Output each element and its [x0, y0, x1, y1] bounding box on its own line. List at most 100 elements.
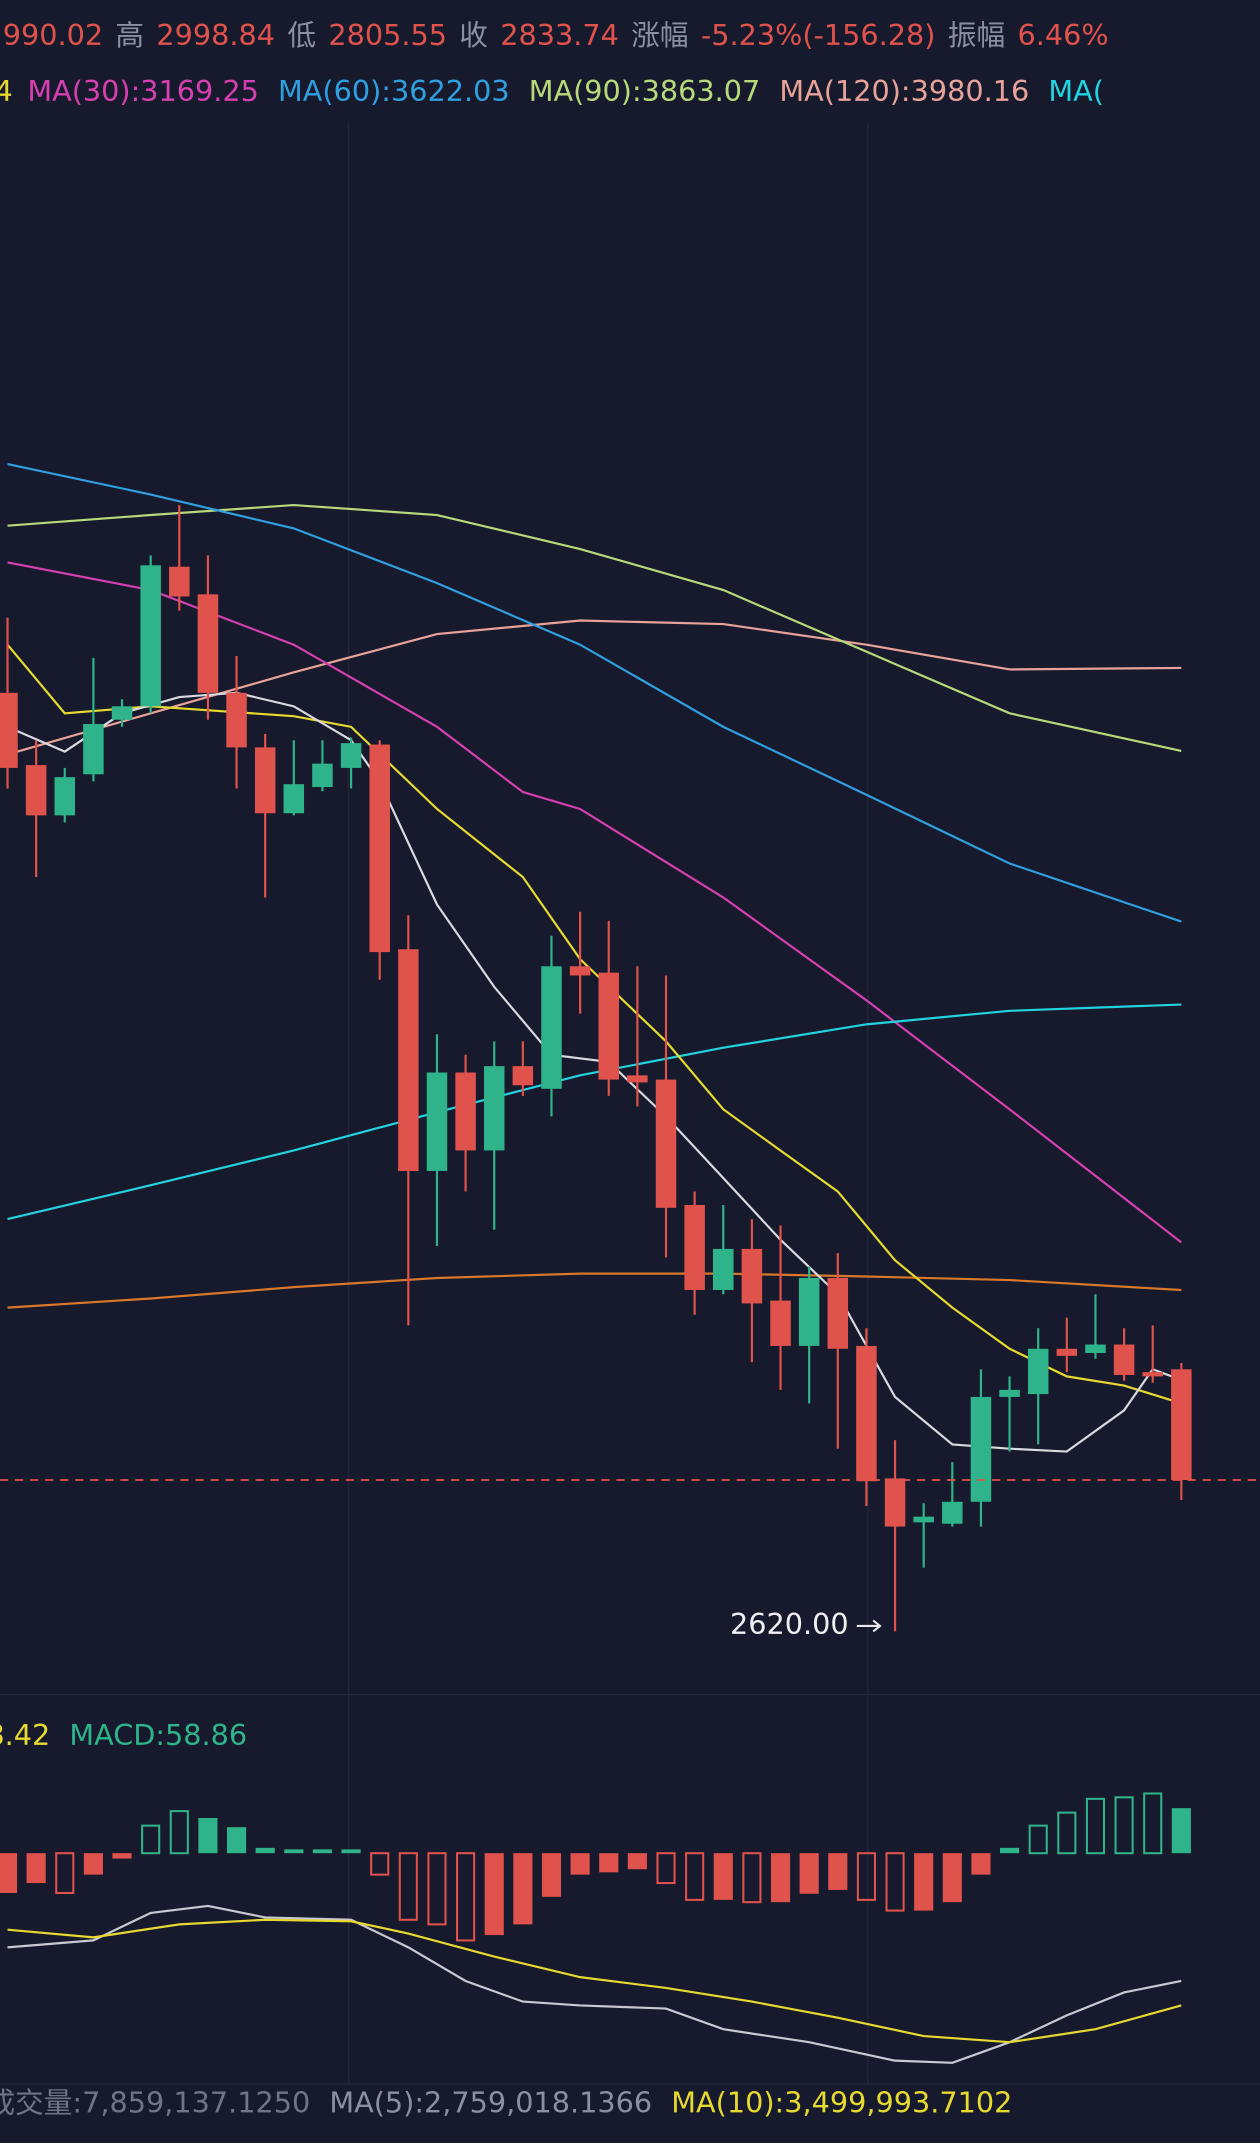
candle-body — [942, 1501, 963, 1524]
candle-body — [627, 1075, 648, 1083]
candle-body — [369, 744, 390, 953]
quote-text: 收 — [459, 18, 488, 52]
candle-body — [798, 1277, 820, 1346]
ma-line — [7, 619, 1182, 756]
macd-bar — [541, 1853, 562, 1897]
macd-bar — [370, 1852, 390, 1876]
quote-text: 990.02 — [3, 18, 103, 52]
macd-bar — [226, 1827, 247, 1854]
candle-body — [54, 777, 76, 816]
ma-line — [7, 1918, 1182, 2044]
candle-body — [741, 1248, 763, 1304]
macd-bar — [971, 1853, 991, 1875]
quote-text: 涨幅 — [631, 18, 688, 52]
macd-legend: 8.42 — [0, 1718, 50, 1752]
macd-bar — [456, 1852, 476, 1942]
candle-body — [1027, 1348, 1049, 1395]
candle-body — [283, 784, 305, 814]
ma-legend: 4 — [0, 74, 13, 108]
candle-body — [1085, 1344, 1106, 1354]
candle-body — [884, 1478, 906, 1527]
candle-body — [83, 723, 104, 775]
quote-text: 2833.74 — [500, 18, 619, 52]
macd-bar — [255, 1847, 275, 1854]
macd-bar — [112, 1853, 132, 1859]
candle-body — [340, 743, 362, 768]
candle-body — [770, 1300, 791, 1346]
macd-legend: MACD:58.86 — [69, 1718, 247, 1752]
quote-text: 低 — [287, 18, 316, 52]
ma-line — [7, 1003, 1182, 1221]
candle-body — [970, 1396, 992, 1502]
candle-body — [111, 706, 133, 720]
macd-bar — [656, 1852, 676, 1885]
candle-body — [713, 1248, 734, 1290]
candle-body — [598, 972, 619, 1080]
macd-bar — [570, 1853, 590, 1875]
candle-body — [569, 966, 591, 976]
macd-bar — [885, 1852, 905, 1912]
macd-bar — [1143, 1792, 1163, 1855]
macd-bar — [914, 1853, 934, 1911]
candle-body — [140, 565, 161, 707]
candle-body — [25, 765, 47, 816]
candle-body — [197, 594, 219, 693]
low-label: 2620.00 — [730, 1607, 849, 1641]
candle-body — [684, 1204, 705, 1290]
candle-body — [455, 1072, 476, 1151]
candle-body — [226, 692, 247, 748]
ma-legend: MA( — [1048, 74, 1104, 108]
ma-legend: MA(90):3863.07 — [529, 74, 761, 108]
ma-legend: MA(120):3980.16 — [779, 74, 1029, 108]
macd-bar — [856, 1852, 876, 1901]
macd-bar — [284, 1849, 304, 1854]
ma-line — [7, 561, 1182, 1244]
quote-text: 2998.84 — [156, 18, 275, 52]
candle-body — [827, 1277, 849, 1349]
macd-bar — [198, 1817, 218, 1854]
macd-bar — [685, 1852, 705, 1901]
macd-bar — [1000, 1847, 1020, 1854]
macd-bar — [1028, 1824, 1048, 1855]
candle-body — [655, 1079, 677, 1208]
candle-body — [169, 566, 190, 597]
low-arrow — [856, 1619, 882, 1633]
ma-line — [6, 644, 1182, 1405]
macd-bar — [1085, 1797, 1106, 1855]
candle-body — [1113, 1344, 1135, 1375]
macd-bar — [484, 1853, 504, 1936]
candle-body — [254, 747, 276, 814]
candle-body — [999, 1389, 1020, 1397]
candle-body — [541, 966, 562, 1089]
volume-text: MA(5):2,759,018.1366 — [329, 2086, 652, 2120]
volume-text: MA(10):3,499,993.7102 — [671, 2086, 1012, 2120]
macd-bar — [312, 1849, 333, 1854]
candle-body — [483, 1066, 505, 1151]
macd-bar — [742, 1852, 762, 1904]
macd-bar — [1171, 1808, 1191, 1854]
macd-bar — [627, 1853, 647, 1870]
quote-text: 2805.55 — [328, 18, 447, 52]
volume-text: 成交量:7,859,137.1250 — [0, 2086, 310, 2120]
candle-body — [1142, 1372, 1163, 1377]
macd-bar — [341, 1849, 361, 1854]
macd-bar — [599, 1853, 619, 1873]
quote-text: 高 — [115, 18, 144, 52]
macd-bar — [83, 1853, 103, 1875]
candle-body — [398, 949, 419, 1171]
macd-bar — [799, 1853, 819, 1894]
macd-bar — [1114, 1796, 1134, 1855]
macd-bar — [713, 1853, 733, 1900]
candle-body — [1056, 1348, 1078, 1356]
ma-line — [7, 462, 1182, 923]
macd-bar — [141, 1824, 161, 1855]
candle-body — [856, 1345, 877, 1482]
ma-legend: MA(60):3622.03 — [278, 74, 510, 108]
candle-body — [913, 1516, 934, 1523]
macd-bar — [1057, 1811, 1077, 1855]
macd-bar — [398, 1852, 418, 1921]
quote-text: 6.46% — [1017, 18, 1108, 52]
candle-body — [512, 1066, 534, 1086]
quote-text: -5.23%(-156.28) — [701, 18, 936, 52]
